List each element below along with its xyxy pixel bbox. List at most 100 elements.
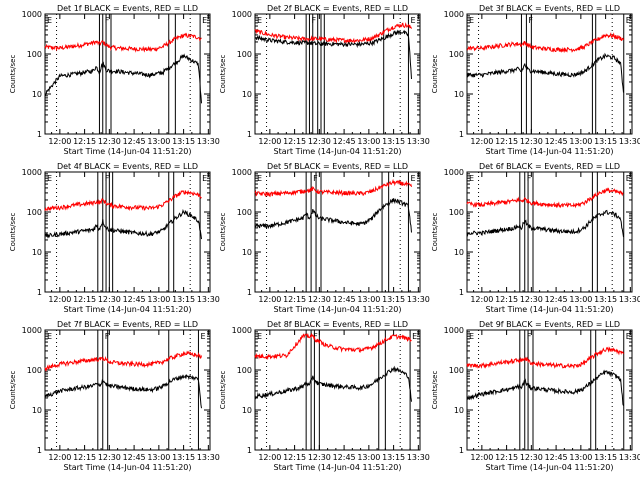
flag-label: F [311,16,316,25]
x-axis-label: Start Time (14-Jun-04 11:51:20) [486,147,614,156]
x-tick-label: 13:00 [357,137,380,146]
lld-series-line [44,189,202,212]
x-tick-label: 12:45 [333,453,356,462]
y-tick-label: 1 [459,130,464,139]
x-tick-label: 13:30 [619,295,640,304]
x-tick-label: 12:45 [333,137,356,146]
flag-label: E [47,332,52,341]
x-tick-label: 13:30 [197,295,220,304]
x-tick-label: 13:15 [382,453,405,462]
x-tick-label: 12:30 [520,295,543,304]
x-tick-label: 12:15 [283,295,306,304]
x-tick-label: 12:45 [123,453,146,462]
x-tick-label: 13:15 [172,137,195,146]
x-tick-label: 13:00 [147,295,170,304]
flag-label: F [105,174,110,183]
x-tick-label: 12:30 [98,295,121,304]
x-tick-label: 12:00 [48,137,71,146]
y-tick-label: 1 [37,288,42,297]
x-tick-label: 13:15 [172,295,195,304]
x-tick-label: 12:00 [48,453,71,462]
y-axis-label: Counts/sec [431,213,439,252]
x-tick-label: 12:30 [308,453,331,462]
panel-7: Det 7f BLACK = Events, RED = LLD 1 10 100 10… [9,320,220,472]
x-tick-label: 13:15 [172,453,195,462]
flag-label: E [410,16,415,25]
y-tick-label: 1 [37,446,42,455]
lld-series-line [254,332,412,361]
x-axis-label: Start Time (14-Jun-04 11:51:20) [64,463,192,472]
panel-title: Det 5f BLACK = Events, RED = LLD [267,162,408,171]
events-series-line [466,52,624,93]
events-series-line [44,208,202,240]
x-tick-label: 12:15 [73,453,96,462]
flag-label: F [313,332,318,341]
panel-title: Det 7f BLACK = Events, RED = LLD [57,320,198,329]
x-tick-label: 12:30 [98,453,121,462]
y-tick-label: 1 [247,446,252,455]
x-tick-label: 12:45 [545,453,568,462]
x-tick-label: 13:15 [382,137,405,146]
y-tick-label: 100 [449,50,464,59]
flag-label: E [47,16,52,25]
y-tick-label: 1000 [232,10,252,19]
x-tick-label: 12:45 [123,295,146,304]
flag-label: F [528,16,533,25]
panel-title: Det 1f BLACK = Events, RED = LLD [57,4,198,13]
y-tick-label: 100 [27,50,42,59]
y-tick-label: 1 [459,288,464,297]
x-tick-label: 12:00 [258,137,281,146]
events-series-line [254,198,412,233]
x-tick-label: 13:15 [594,137,617,146]
x-tick-label: 12:15 [283,453,306,462]
lld-series-line [44,32,202,53]
y-tick-label: 1000 [444,10,464,19]
flag-label: E [469,174,474,183]
y-tick-label: 1000 [22,10,42,19]
x-tick-label: 12:15 [73,295,96,304]
panel-2: Det 2f BLACK = Events, RED = LLD 1 10 100 10… [219,4,430,156]
x-tick-label: 12:00 [48,295,71,304]
x-tick-label: 13:30 [197,137,220,146]
x-tick-label: 12:30 [308,295,331,304]
x-tick-label: 12:00 [470,295,493,304]
plot-frame [44,171,211,293]
y-tick-label: 10 [32,248,42,257]
y-axis-label: Counts/sec [9,55,17,94]
x-tick-label: 12:45 [545,137,568,146]
y-tick-label: 10 [454,406,464,415]
flag-label: E [257,174,262,183]
y-tick-label: 1000 [232,168,252,177]
y-tick-label: 100 [237,50,252,59]
x-tick-label: 12:15 [495,453,518,462]
x-tick-label: 12:15 [73,137,96,146]
y-tick-label: 1000 [22,326,42,335]
y-tick-label: 1000 [444,326,464,335]
flag-label: F [105,332,110,341]
events-series-line [466,369,624,406]
x-tick-label: 12:30 [520,453,543,462]
y-tick-label: 1 [37,130,42,139]
flag-label: E [47,174,52,183]
x-tick-label: 13:30 [407,295,430,304]
y-tick-label: 10 [32,406,42,415]
y-tick-label: 100 [237,366,252,375]
events-series-line [254,365,412,402]
x-tick-label: 13:30 [619,137,640,146]
flag-label: E [412,332,417,341]
flag-label: E [626,332,631,341]
x-tick-label: 13:30 [619,453,640,462]
x-axis-label: Start Time (14-Jun-04 11:51:20) [486,305,614,314]
events-series-line [254,29,412,80]
flag-label: E [410,174,415,183]
x-tick-label: 13:00 [569,137,592,146]
y-tick-label: 100 [449,366,464,375]
x-tick-label: 13:15 [594,295,617,304]
plot-frame [44,329,211,451]
y-tick-label: 10 [32,90,42,99]
flag-label: F [105,16,110,25]
y-tick-label: 1000 [22,168,42,177]
x-tick-label: 13:15 [382,295,405,304]
y-tick-label: 10 [242,90,252,99]
